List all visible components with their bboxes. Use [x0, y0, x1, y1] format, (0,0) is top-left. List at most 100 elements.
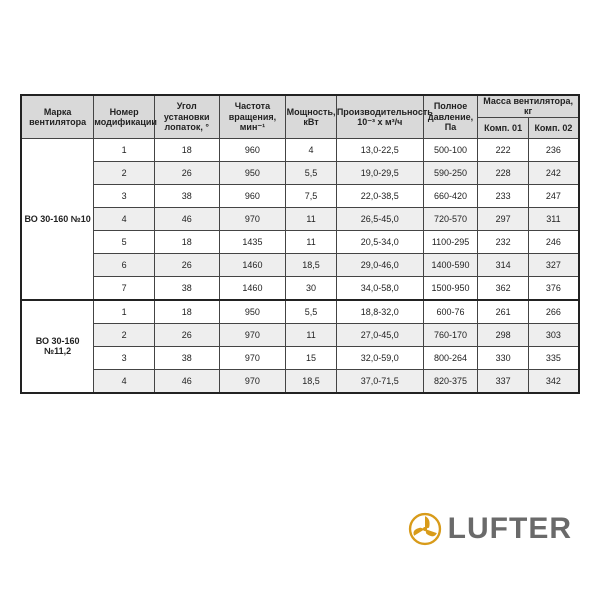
- cell-m2: 246: [528, 230, 579, 253]
- fan-spec-table: Маркавентилятора Номермодификации Угол у…: [20, 94, 580, 394]
- table-body: ВО 30-160 №10118960413,0-22,5500-1002222…: [21, 138, 579, 393]
- cell-mod: 2: [94, 161, 155, 184]
- cell-perf: 37,0-71,5: [336, 369, 423, 393]
- cell-angle: 18: [154, 138, 219, 161]
- cell-press: 660-420: [423, 184, 478, 207]
- cell-mod: 4: [94, 207, 155, 230]
- cell-mod: 1: [94, 300, 155, 324]
- col-mod: Номермодификации: [94, 95, 155, 138]
- cell-press: 1500-950: [423, 276, 478, 300]
- table-row: ВО 30-160 №10118960413,0-22,5500-1002222…: [21, 138, 579, 161]
- cell-mod: 2: [94, 323, 155, 346]
- cell-mod: 3: [94, 346, 155, 369]
- cell-m1: 232: [478, 230, 529, 253]
- cell-rpm: 1435: [219, 230, 286, 253]
- cell-rpm: 960: [219, 138, 286, 161]
- cell-press: 590-250: [423, 161, 478, 184]
- cell-m2: 242: [528, 161, 579, 184]
- cell-m2: 236: [528, 138, 579, 161]
- table-row: 44697018,537,0-71,5820-375337342: [21, 369, 579, 393]
- cell-perf: 29,0-46,0: [336, 253, 423, 276]
- cell-perf: 32,0-59,0: [336, 346, 423, 369]
- cell-pwr: 30: [286, 276, 337, 300]
- cell-rpm: 970: [219, 323, 286, 346]
- cell-angle: 26: [154, 323, 219, 346]
- cell-m1: 337: [478, 369, 529, 393]
- cell-angle: 38: [154, 346, 219, 369]
- table-row: ВО 30-160 №11,21189505,518,8-32,0600-762…: [21, 300, 579, 324]
- cell-pwr: 11: [286, 230, 337, 253]
- cell-mod: 5: [94, 230, 155, 253]
- table-row: 73814603034,0-58,01500-950362376: [21, 276, 579, 300]
- brand-logo: LUFTER: [408, 512, 572, 546]
- cell-rpm: 1460: [219, 276, 286, 300]
- cell-mod: 7: [94, 276, 155, 300]
- cell-m1: 228: [478, 161, 529, 184]
- cell-m1: 314: [478, 253, 529, 276]
- cell-mod: 1: [94, 138, 155, 161]
- col-mass-02: Комп. 02: [528, 117, 579, 138]
- cell-angle: 46: [154, 207, 219, 230]
- cell-m2: 376: [528, 276, 579, 300]
- col-perf: Производительность10⁻³ x м³/ч: [336, 95, 423, 138]
- cell-perf: 18,8-32,0: [336, 300, 423, 324]
- cell-perf: 34,0-58,0: [336, 276, 423, 300]
- cell-pwr: 5,5: [286, 161, 337, 184]
- cell-rpm: 950: [219, 161, 286, 184]
- cell-press: 760-170: [423, 323, 478, 346]
- table-row: 4469701126,5-45,0720-570297311: [21, 207, 579, 230]
- cell-rpm: 960: [219, 184, 286, 207]
- model-cell: ВО 30-160 №11,2: [21, 300, 94, 393]
- col-mass-01: Комп. 01: [478, 117, 529, 138]
- col-model: Маркавентилятора: [21, 95, 94, 138]
- cell-m1: 297: [478, 207, 529, 230]
- cell-pwr: 15: [286, 346, 337, 369]
- cell-angle: 38: [154, 184, 219, 207]
- cell-rpm: 1460: [219, 253, 286, 276]
- cell-m2: 327: [528, 253, 579, 276]
- cell-pwr: 5,5: [286, 300, 337, 324]
- cell-press: 820-375: [423, 369, 478, 393]
- cell-mod: 6: [94, 253, 155, 276]
- col-power: Мощность,кВт: [286, 95, 337, 138]
- cell-angle: 18: [154, 230, 219, 253]
- cell-mod: 3: [94, 184, 155, 207]
- cell-m2: 311: [528, 207, 579, 230]
- cell-m1: 330: [478, 346, 529, 369]
- cell-press: 500-100: [423, 138, 478, 161]
- cell-angle: 18: [154, 300, 219, 324]
- model-cell: ВО 30-160 №10: [21, 138, 94, 300]
- fan-icon: [408, 512, 442, 546]
- brand-name: LUFTER: [448, 512, 572, 546]
- table-row: 626146018,529,0-46,01400-590314327: [21, 253, 579, 276]
- table-row: 3389701532,0-59,0800-264330335: [21, 346, 579, 369]
- cell-pwr: 11: [286, 207, 337, 230]
- table-row: 2269701127,0-45,0760-170298303: [21, 323, 579, 346]
- cell-perf: 19,0-29,5: [336, 161, 423, 184]
- col-pressure: Полноедавление,Па: [423, 95, 478, 138]
- col-rpm: Частотавращения, мин⁻¹: [219, 95, 286, 138]
- cell-rpm: 970: [219, 346, 286, 369]
- table-row: 3389607,522,0-38,5660-420233247: [21, 184, 579, 207]
- cell-angle: 38: [154, 276, 219, 300]
- cell-m1: 362: [478, 276, 529, 300]
- cell-pwr: 4: [286, 138, 337, 161]
- cell-m1: 222: [478, 138, 529, 161]
- cell-pwr: 18,5: [286, 369, 337, 393]
- cell-perf: 26,5-45,0: [336, 207, 423, 230]
- cell-m2: 247: [528, 184, 579, 207]
- cell-rpm: 950: [219, 300, 286, 324]
- cell-angle: 26: [154, 161, 219, 184]
- col-angle: Угол установкилопаток, °: [154, 95, 219, 138]
- cell-m2: 266: [528, 300, 579, 324]
- cell-m2: 303: [528, 323, 579, 346]
- cell-angle: 46: [154, 369, 219, 393]
- cell-angle: 26: [154, 253, 219, 276]
- cell-perf: 22,0-38,5: [336, 184, 423, 207]
- cell-pwr: 11: [286, 323, 337, 346]
- cell-press: 800-264: [423, 346, 478, 369]
- cell-m1: 233: [478, 184, 529, 207]
- cell-mod: 4: [94, 369, 155, 393]
- cell-press: 1100-295: [423, 230, 478, 253]
- table-row: 2269505,519,0-29,5590-250228242: [21, 161, 579, 184]
